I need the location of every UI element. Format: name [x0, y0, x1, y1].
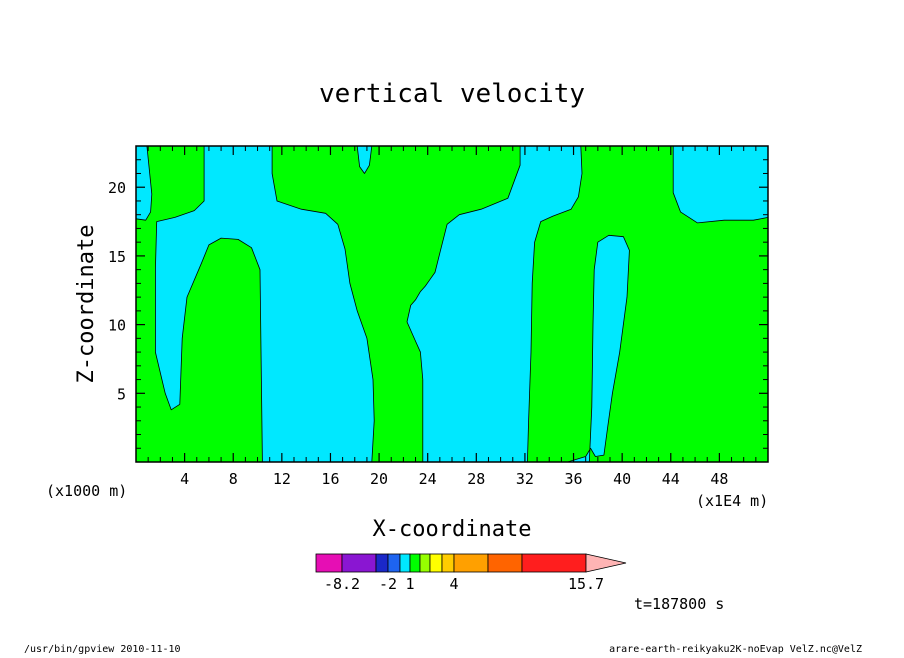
- colorbar-segment: [387, 553, 401, 573]
- colorbar-segment: [521, 553, 587, 573]
- y-tick-label: 20: [108, 179, 126, 197]
- colorbar-segment: [441, 553, 455, 573]
- colorbar-segment: [429, 553, 443, 573]
- footer-right: arare-earth-reikyaku2K-noEvap_VelZ.nc@Ve…: [609, 644, 862, 654]
- colorbar: [315, 553, 627, 573]
- colorbar-segment: [453, 553, 489, 573]
- x-tick-label: 28: [467, 470, 485, 488]
- x-tick-label: 24: [419, 470, 437, 488]
- colorbar-segment: [315, 553, 343, 573]
- contour-region-6: [567, 234, 630, 463]
- y-axis-label: Z-coordinate: [74, 225, 99, 384]
- y-ticks: 5 10 15 20: [108, 145, 768, 449]
- x-tick-label: 48: [710, 470, 728, 488]
- y-tick-label: 5: [117, 385, 126, 403]
- colorbar-segment: [375, 553, 389, 573]
- x-tick-label: 20: [370, 470, 388, 488]
- colorbar-segment: [399, 553, 411, 573]
- colorbar-label: 1: [405, 575, 414, 593]
- x-tick-label: 16: [321, 470, 339, 488]
- x-tick-label: 44: [662, 470, 680, 488]
- colorbar-label: 15.7: [568, 575, 604, 593]
- chart-title: vertical velocity: [319, 79, 585, 109]
- contour-region-5: [672, 145, 769, 224]
- colorbar-segment: [409, 553, 421, 573]
- x-tick-label: 32: [516, 470, 534, 488]
- x-tick-label: 40: [613, 470, 631, 488]
- x-tick-label: 4: [180, 470, 189, 488]
- colorbar-segment: [419, 553, 431, 573]
- y-tick-label: 10: [108, 317, 126, 335]
- colorbar-labels: -8.2 -2 1 4 15.7: [324, 575, 604, 593]
- contour-region-2: [154, 145, 375, 463]
- x-unit-right-label: (x1E4 m): [696, 492, 768, 510]
- x-tick-label: 12: [273, 470, 291, 488]
- y-tick-label: 15: [108, 248, 126, 266]
- colorbar-arrow: [585, 553, 627, 573]
- colorbar-segment: [487, 553, 523, 573]
- colorbar-label: 4: [449, 575, 458, 593]
- footer-left: /usr/bin/gpview 2010-11-10: [24, 644, 181, 654]
- x-unit-left-label: (x1000 m): [46, 482, 127, 500]
- x-axis-label: X-coordinate: [373, 517, 532, 542]
- time-label: t=187800 s: [634, 595, 724, 613]
- colorbar-label: -8.2: [324, 575, 360, 593]
- colorbar-segment: [341, 553, 377, 573]
- x-tick-label: 8: [229, 470, 238, 488]
- x-ticks: 4 8 12 16 20 24 28 32 36 40 44 48: [147, 146, 757, 488]
- colorbar-label: -2: [379, 575, 397, 593]
- x-tick-label: 36: [565, 470, 583, 488]
- contour-region-4: [406, 145, 583, 463]
- contour-regions: [135, 145, 769, 463]
